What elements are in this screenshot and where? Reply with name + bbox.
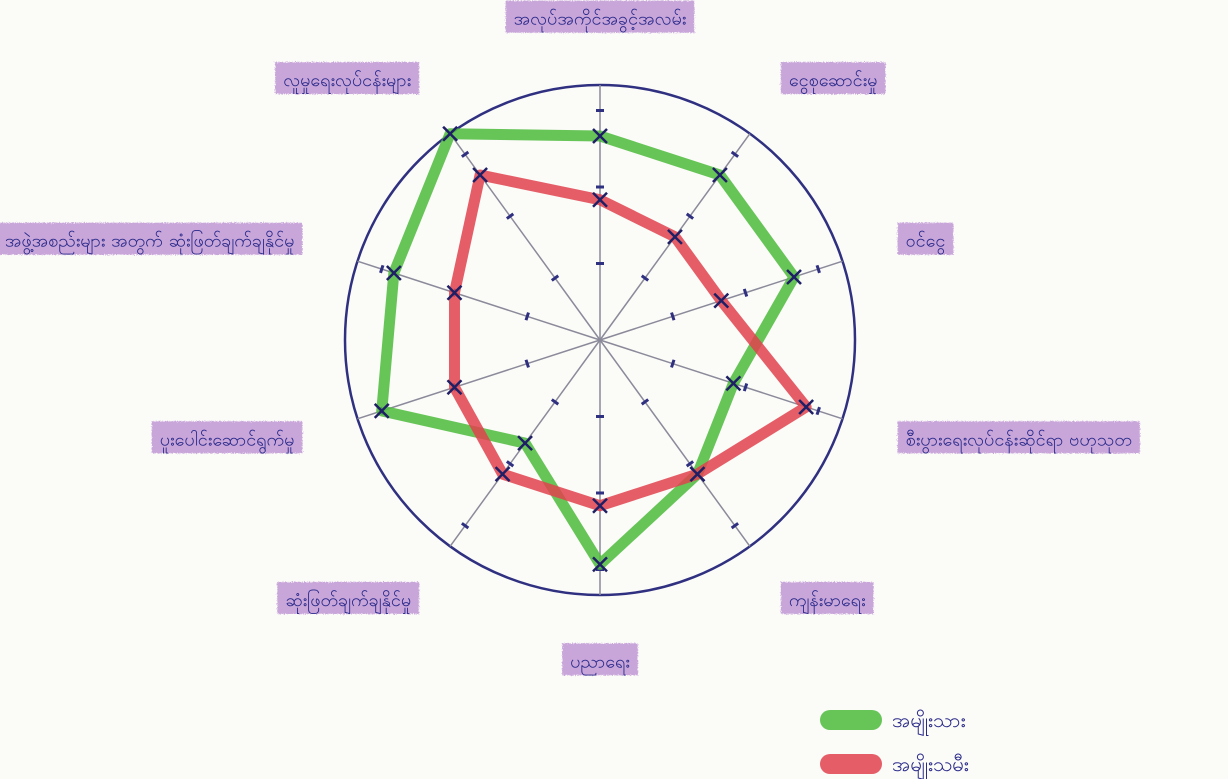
data-point [712, 167, 728, 183]
legend-item-1: အမျိုးသမီး [820, 752, 969, 779]
data-point [786, 269, 802, 285]
data-point [446, 379, 463, 396]
legend-label: အမျိုးသမီး [892, 752, 969, 779]
axis-label-text: ကျန်းမာရေး [789, 590, 866, 614]
data-point [494, 466, 511, 482]
axis-label-7: ပူးပေါင်းဆောင်ရွက်မှု [151, 421, 303, 454]
axis-line [449, 133, 601, 341]
axis-tick [815, 264, 821, 274]
axis-label-bg [505, 0, 695, 33]
data-point [798, 399, 815, 415]
axis-label-text: အဖွဲ့အစည်းများ အတွက် ဆုံးဖြတ်ချက်ချနိုင်… [5, 230, 295, 255]
data-point [592, 556, 608, 573]
axis-tick [730, 522, 740, 530]
data-point [725, 375, 742, 392]
axis-label-2: ဝင်ငွေ [897, 222, 954, 255]
axis-tick [685, 212, 695, 220]
data-point [592, 128, 608, 144]
axis-label-text: လူမှုရေးလုပ်ငန်းများ [283, 70, 411, 94]
axis-tick [742, 288, 749, 297]
data-point [472, 167, 488, 183]
axis-label-bg [0, 222, 303, 255]
axis-label-6: ဆုံးဖြတ်ချက်ချနိုင်မှု [277, 581, 420, 614]
axis-label-bg [780, 581, 874, 614]
axis-tick [550, 398, 560, 406]
axis-line [599, 339, 751, 547]
axis-label-bg [275, 62, 420, 95]
axis-label-bg [151, 421, 303, 454]
axis-label-9: လူမှုရေးလုပ်ငန်းများ [275, 62, 420, 95]
legend-item-0: အမျိုးသား [820, 708, 966, 736]
axis-tick [505, 460, 515, 468]
axis-label-0: အလုပ်အကိုင်အခွင့်အလမ်း [505, 0, 695, 33]
axis-label-text: ဝင်ငွေ [906, 231, 946, 255]
axis-label-bg [897, 421, 1140, 454]
axis-label-bg [780, 62, 886, 95]
data-point [517, 435, 533, 452]
axis-tick [730, 150, 740, 158]
data-point [667, 228, 683, 245]
axis-tick [670, 312, 676, 321]
axis-label-4: ကျန်းမာရေး [780, 581, 874, 614]
data-point [713, 292, 730, 309]
data-point [373, 403, 390, 419]
axis-label-3: စီးပွားရေးလုပ်ငန်းဆိုင်ရာ ဗဟုသုတ [897, 421, 1140, 454]
axis-label-bg [562, 643, 638, 676]
axis-label-1: ငွေစုဆောင်းမှု [780, 62, 886, 95]
axis-tick [685, 460, 695, 468]
data-point [592, 191, 608, 208]
axis-line [357, 339, 601, 420]
data-point [442, 125, 458, 142]
axis-tick [550, 274, 560, 282]
legend-label: အမျိုးသား [892, 708, 966, 736]
axis-tick [460, 522, 470, 530]
axis-label-text: ပညာရေး [570, 651, 630, 675]
data-point [385, 265, 402, 281]
axis-tick [379, 264, 385, 274]
axis-tick [670, 359, 676, 368]
legend-swatch [820, 710, 882, 730]
axis-tick [460, 150, 470, 158]
axis-tick [505, 212, 515, 220]
data-point [446, 284, 463, 301]
axis-tick [640, 398, 650, 406]
data-point [592, 497, 608, 514]
axis-tick [640, 274, 650, 282]
axis-label-text: ငွေစုဆောင်းမှု [789, 70, 878, 94]
axis-label-5: ပညာရေး [562, 643, 638, 676]
axis-tick [815, 406, 821, 416]
axis-label-8: အဖွဲ့အစည်းများ အတွက် ဆုံးဖြတ်ချက်ချနိုင်… [0, 222, 303, 255]
data-point [689, 466, 706, 482]
axis-label-text: အလုပ်အကိုင်အခွင့်အလမ်း [514, 9, 687, 33]
axis-tick [742, 383, 749, 392]
axis-label-text: စီးပွားရေးလုပ်ငန်းဆိုင်ရာ ဗဟုသုတ [906, 429, 1132, 453]
legend-swatch [820, 754, 882, 774]
axis-tick [524, 312, 530, 321]
axis-label-bg [897, 222, 954, 255]
axis-tick [524, 359, 530, 368]
axis-label-bg [277, 581, 420, 614]
axis-label-text: ဆုံးဖြတ်ချက်ချနိုင်မှု [285, 589, 411, 614]
axis-label-text: ပူးပေါင်းဆောင်ရွက်မှု [160, 429, 295, 453]
